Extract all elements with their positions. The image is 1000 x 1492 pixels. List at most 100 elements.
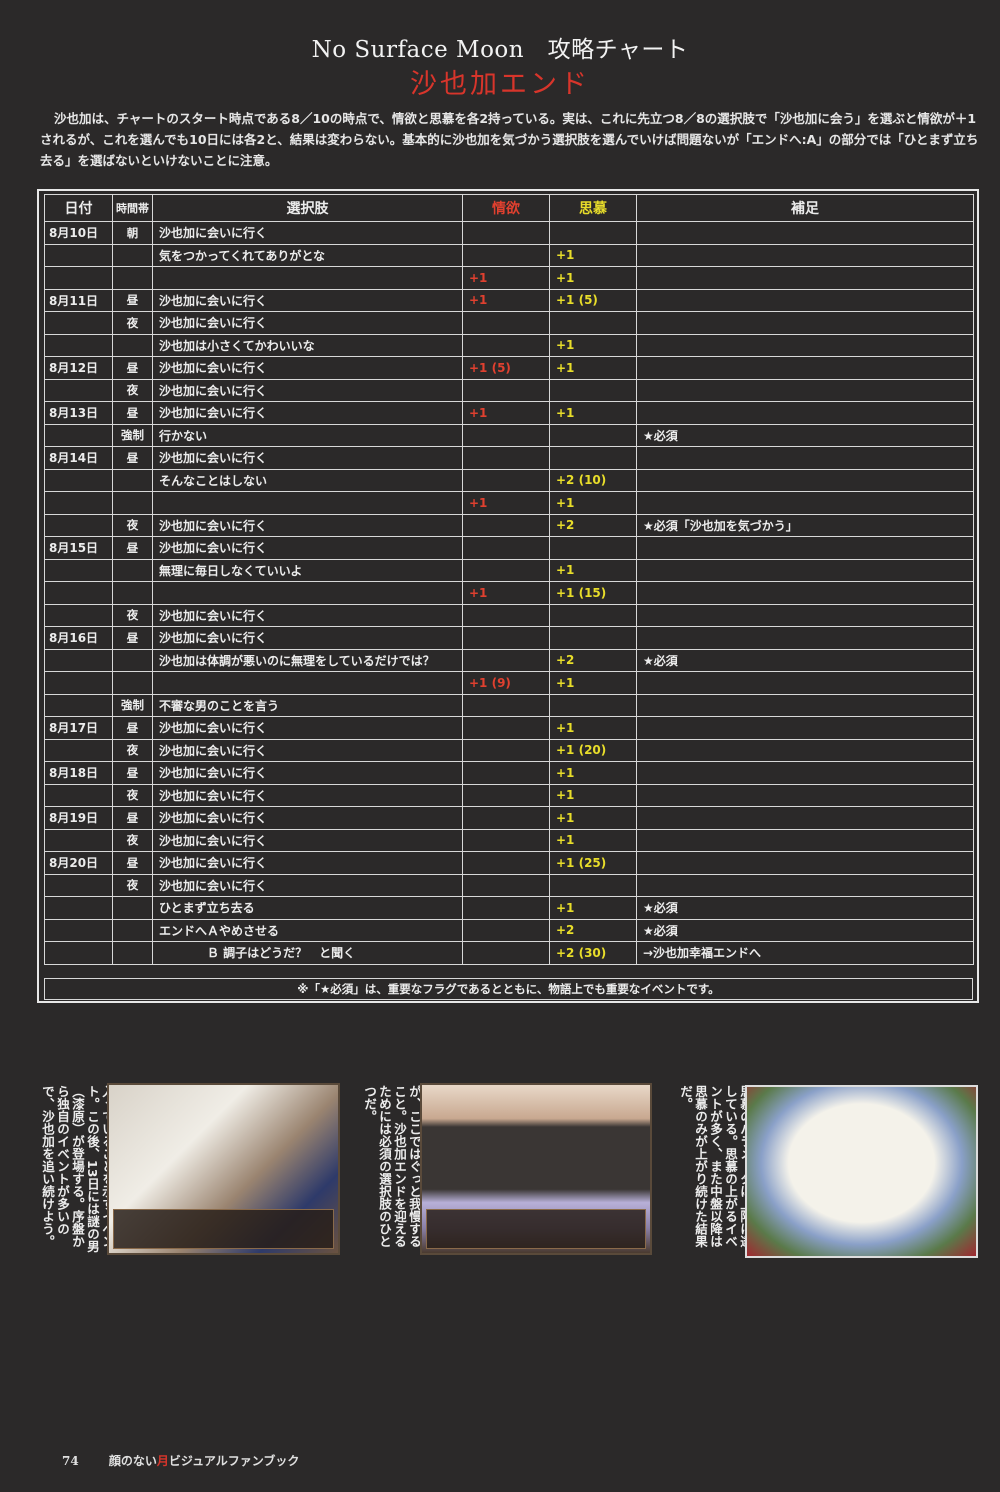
cell-lust bbox=[462, 513, 550, 537]
cell-time: 昼 bbox=[112, 356, 153, 380]
table-row: 夜沙也加に会いに行く bbox=[44, 873, 974, 897]
cell-longing bbox=[549, 536, 637, 560]
table-row: 強制 不審な男のことを言う bbox=[44, 693, 974, 717]
cell-time: 強制 bbox=[112, 423, 153, 447]
cell-lust bbox=[462, 648, 550, 672]
cell-note bbox=[636, 581, 974, 605]
cell-longing bbox=[549, 423, 637, 447]
cell-lust bbox=[462, 378, 550, 402]
textbox bbox=[426, 1209, 646, 1249]
cell-date: 8月17日 bbox=[44, 716, 113, 740]
table-row: 無理に毎日しなくていいよ +1 bbox=[44, 558, 974, 582]
table-row: Ｂ 調子はどうだ？ と聞く +2 (30) →沙也加幸福エンドへ bbox=[44, 941, 974, 965]
cell-lust bbox=[462, 738, 550, 762]
cell-note bbox=[636, 873, 974, 897]
cell-choice: 行かない bbox=[152, 423, 463, 447]
cell-date: 8月10日 bbox=[44, 221, 113, 245]
cell-note bbox=[636, 851, 974, 875]
cell-choice: 沙也加に会いに行く bbox=[152, 716, 463, 740]
cell-time: 昼 bbox=[112, 716, 153, 740]
cell-choice: 沙也加に会いに行く bbox=[152, 783, 463, 807]
cell-choice: 沙也加に会いに行く bbox=[152, 738, 463, 762]
cell-choice: ひとまず立ち去る bbox=[152, 896, 463, 920]
table-row: 夜沙也加に会いに行く bbox=[44, 603, 974, 627]
cell-date bbox=[44, 378, 113, 402]
cell-note bbox=[636, 288, 974, 312]
cell-choice: 不審な男のことを言う bbox=[152, 693, 463, 717]
cell-longing: +1 bbox=[549, 333, 637, 357]
cell-longing bbox=[549, 603, 637, 627]
cell-longing bbox=[549, 378, 637, 402]
cell-date bbox=[44, 581, 113, 605]
cell-longing: +1 bbox=[549, 783, 637, 807]
cell-choice: 無理に毎日しなくていいよ bbox=[152, 558, 463, 582]
book-title-moon: 月 bbox=[156, 1454, 169, 1468]
table-row: 8月18日昼沙也加に会いに行く +1 bbox=[44, 761, 974, 785]
table-row: +1 (9) +1 bbox=[44, 671, 974, 695]
cell-date bbox=[44, 423, 113, 447]
cell-longing bbox=[549, 221, 637, 245]
cell-lust: +1 (9) bbox=[462, 671, 550, 695]
cell-time bbox=[112, 581, 153, 605]
cell-lust bbox=[462, 333, 550, 357]
cell-time bbox=[112, 491, 153, 515]
cell-date bbox=[44, 266, 113, 290]
cell-choice: エンドへＡやめさせる bbox=[152, 918, 463, 942]
table-row: 8月17日昼沙也加に会いに行く +1 bbox=[44, 716, 974, 740]
cell-choice: 沙也加に会いに行く bbox=[152, 513, 463, 537]
table-row: 8月10日朝沙也加に会いに行く bbox=[44, 221, 974, 245]
cell-note bbox=[636, 311, 974, 335]
cell-date bbox=[44, 243, 113, 267]
cell-lust bbox=[462, 896, 550, 920]
cell-note bbox=[636, 761, 974, 785]
cell-note bbox=[636, 243, 974, 267]
book-title-a: 顔のない bbox=[108, 1454, 157, 1468]
cell-longing: +1 bbox=[549, 491, 637, 515]
cell-longing: +1 (15) bbox=[549, 581, 637, 605]
book-title-b: ビジュアルファンブック bbox=[168, 1454, 300, 1468]
cell-longing: +2 bbox=[549, 918, 637, 942]
cell-date bbox=[44, 828, 113, 852]
cell-time bbox=[112, 333, 153, 357]
page-footer: 74 顔のない月ビジュアルファンブック bbox=[62, 1452, 299, 1469]
cell-lust bbox=[462, 828, 550, 852]
cell-note bbox=[636, 603, 974, 627]
header-note: 補足 bbox=[636, 194, 974, 222]
header-time: 時間帯 bbox=[112, 194, 153, 222]
cell-date bbox=[44, 693, 113, 717]
cell-date bbox=[44, 468, 113, 492]
cell-longing bbox=[549, 311, 637, 335]
table-row: 沙也加は小さくてかわいいな +1 bbox=[44, 333, 974, 357]
cell-note bbox=[636, 536, 974, 560]
cell-choice: 沙也加に会いに行く bbox=[152, 288, 463, 312]
cell-longing: +1 (20) bbox=[549, 738, 637, 762]
cell-date: 8月18日 bbox=[44, 761, 113, 785]
table-row: 8月16日昼沙也加に会いに行く bbox=[44, 626, 974, 650]
cell-lust: +1 bbox=[462, 288, 550, 312]
cell-date bbox=[44, 558, 113, 582]
table-row: 夜沙也加に会いに行く +2 ★必須「沙也加を気づかう」 bbox=[44, 513, 974, 537]
cell-choice: 沙也加に会いに行く bbox=[152, 356, 463, 380]
table-row: ひとまず立ち去る +1 ★必須 bbox=[44, 896, 974, 920]
cell-time: 昼 bbox=[112, 401, 153, 425]
cell-time bbox=[112, 558, 153, 582]
cell-date bbox=[44, 918, 113, 942]
cell-choice bbox=[152, 581, 463, 605]
screenshot-choice-scene bbox=[420, 1083, 652, 1255]
table-row: +1 +1 bbox=[44, 491, 974, 515]
cell-lust bbox=[462, 783, 550, 807]
cell-date bbox=[44, 671, 113, 695]
cell-lust bbox=[462, 558, 550, 582]
table-row: そんなことはしない +2 (10) bbox=[44, 468, 974, 492]
cell-time bbox=[112, 941, 153, 965]
cell-longing: +1 bbox=[549, 761, 637, 785]
cell-lust bbox=[462, 918, 550, 942]
table-row: 8月15日昼沙也加に会いに行く bbox=[44, 536, 974, 560]
cell-date: 8月14日 bbox=[44, 446, 113, 470]
cell-lust bbox=[462, 468, 550, 492]
table-row: 沙也加は体調が悪いのに無理をしているだけでは？ +2 ★必須 bbox=[44, 648, 974, 672]
cell-date bbox=[44, 648, 113, 672]
header-choice: 選択肢 bbox=[152, 194, 463, 222]
cell-longing: +1 (5) bbox=[549, 288, 637, 312]
cell-longing: +1 bbox=[549, 671, 637, 695]
